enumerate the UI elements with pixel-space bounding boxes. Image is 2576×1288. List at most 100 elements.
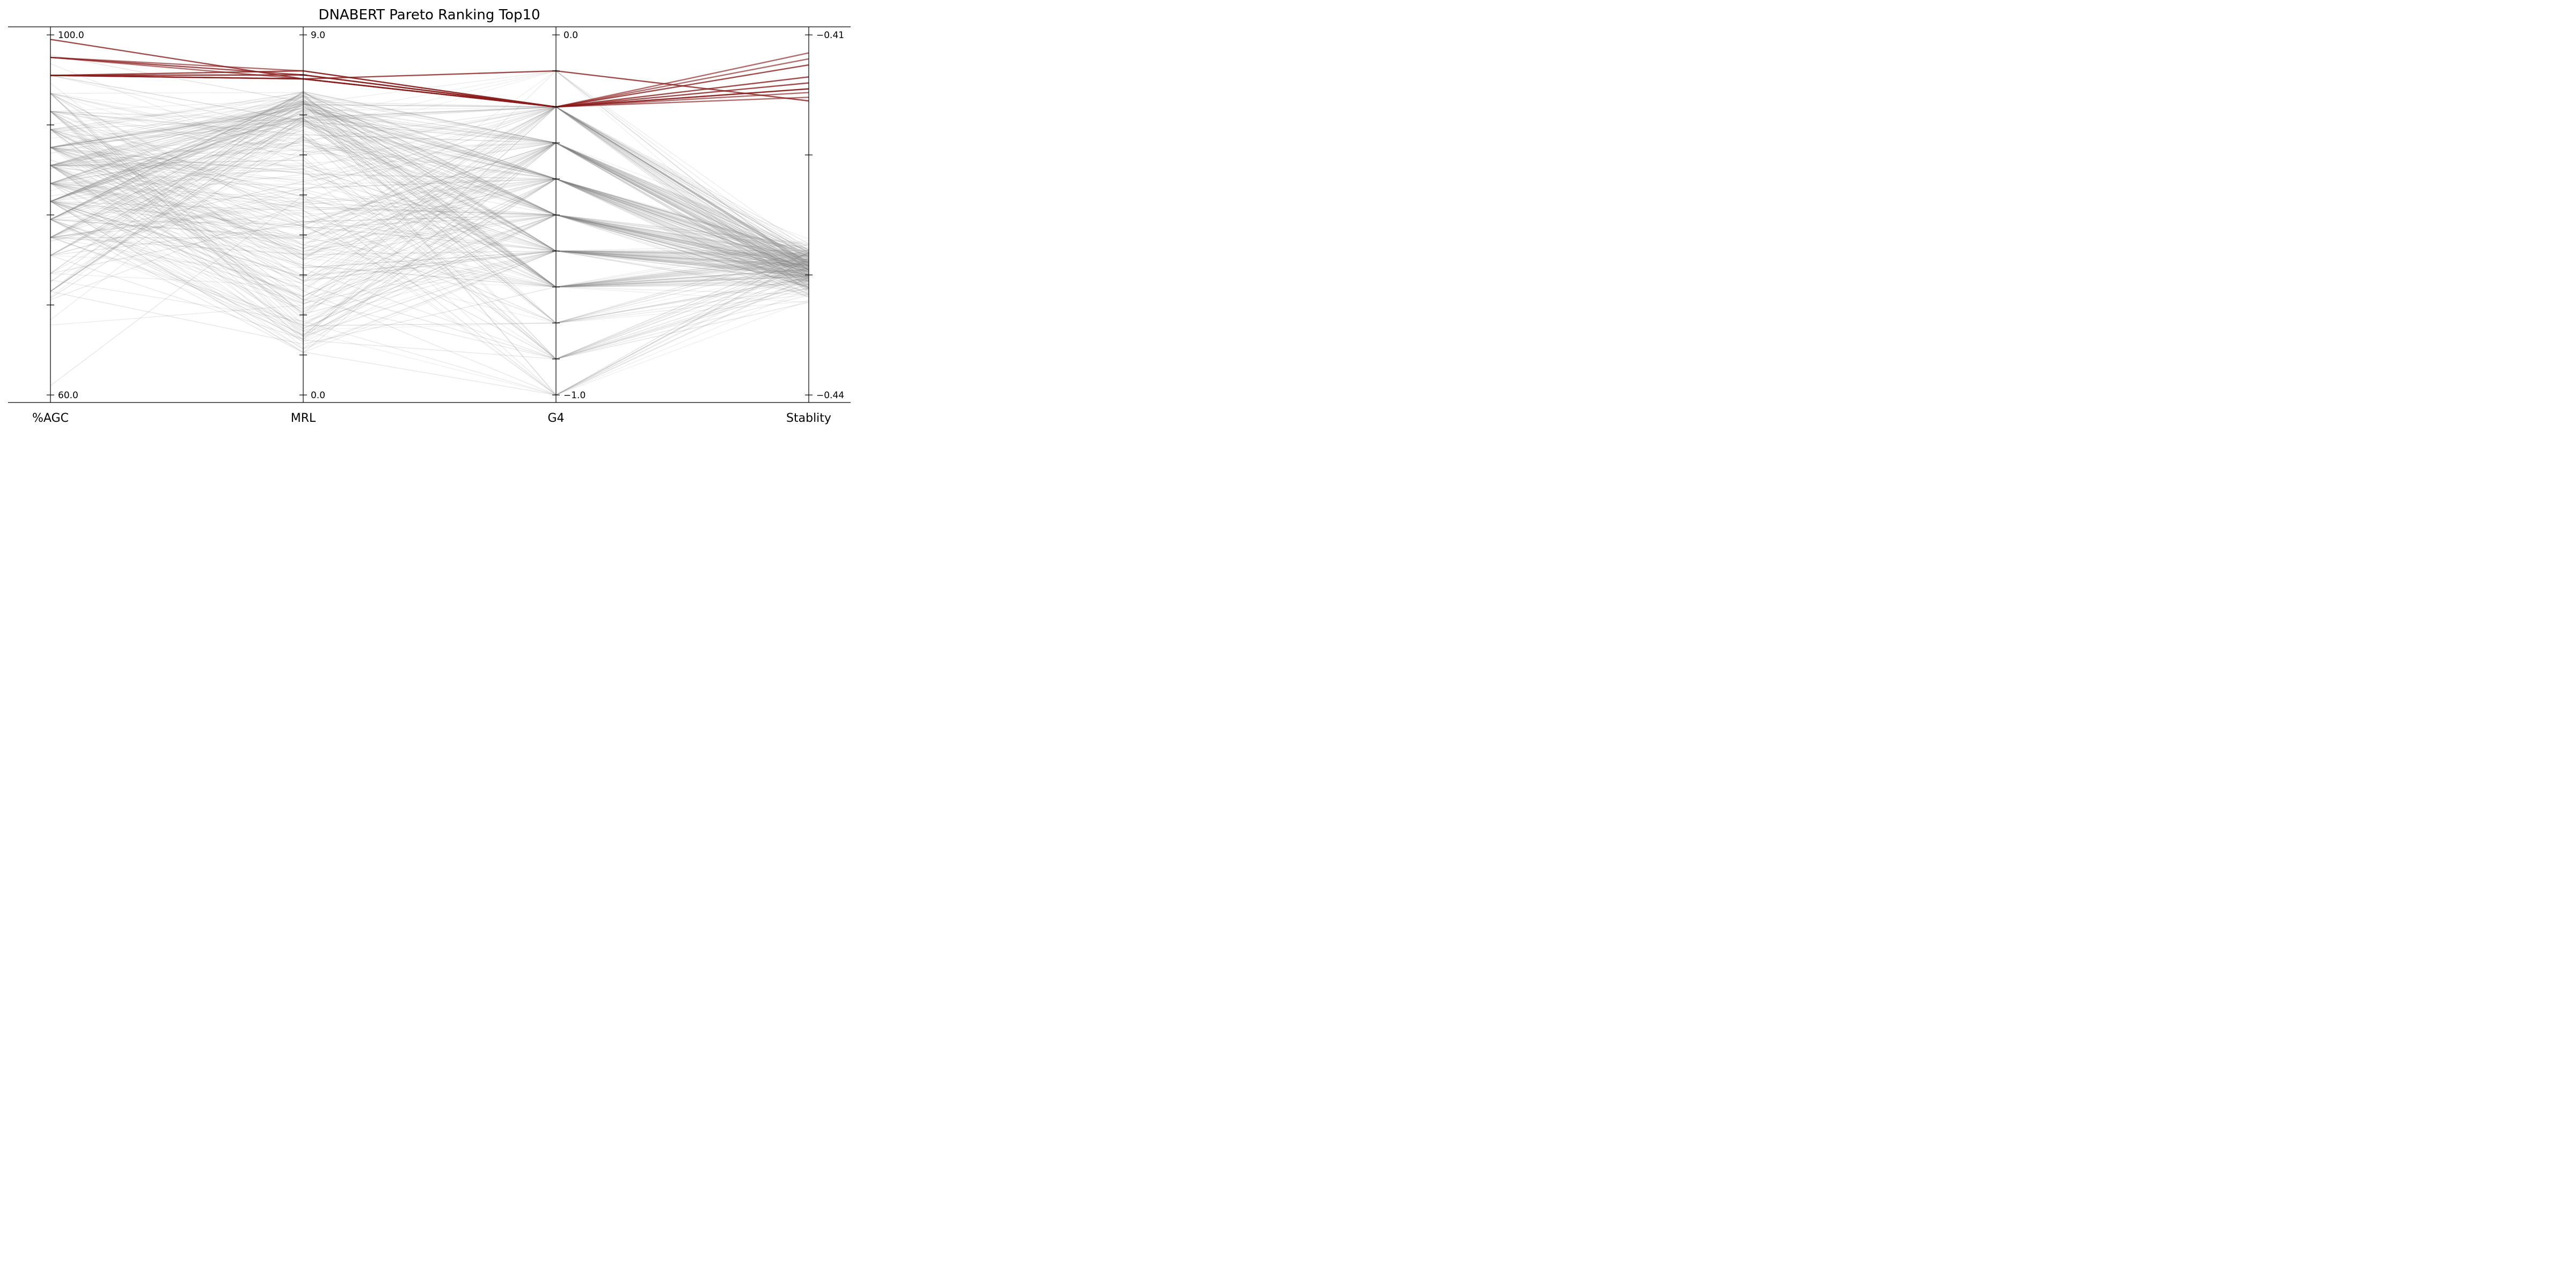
candidate-line <box>50 195 809 386</box>
candidate-line <box>50 101 809 396</box>
candidate-line <box>50 142 809 286</box>
candidate-line <box>50 91 809 279</box>
candidate-line <box>50 178 809 266</box>
candidate-line <box>50 93 809 274</box>
candidate-line <box>50 136 809 288</box>
candidate-line <box>50 159 809 288</box>
candidate-line <box>50 142 809 287</box>
candidate-line <box>50 142 809 290</box>
candidate-line <box>50 63 809 267</box>
candidate-line <box>50 108 809 274</box>
candidate-line <box>50 93 809 289</box>
candidate-line <box>50 142 809 287</box>
candidate-line <box>50 183 809 396</box>
candidate-line <box>50 165 809 288</box>
candidate-line <box>50 93 809 338</box>
candidate-line <box>50 111 809 285</box>
candidate-line <box>50 159 809 360</box>
candidate-line <box>50 183 809 267</box>
candidate-line <box>50 101 809 267</box>
candidate-line <box>50 129 809 258</box>
candidate-line <box>50 105 809 293</box>
candidate-line <box>50 167 809 270</box>
candidate-line <box>50 142 809 281</box>
candidate-line <box>50 111 809 258</box>
candidate-line <box>50 106 809 261</box>
candidate-line <box>50 147 809 255</box>
candidate-line <box>50 237 809 322</box>
candidate-line <box>50 129 809 349</box>
candidate-line <box>50 129 809 288</box>
candidate-line <box>50 106 809 253</box>
candidate-line <box>50 90 809 292</box>
candidate-line <box>50 178 809 310</box>
candidate-line <box>50 105 809 288</box>
candidate-line <box>50 237 809 288</box>
candidate-line <box>50 94 809 272</box>
candidate-line <box>50 108 809 288</box>
candidate-line <box>50 122 809 288</box>
candidate-line <box>50 183 809 255</box>
candidate-line <box>50 219 809 332</box>
candidate-line <box>50 97 809 268</box>
candidate-line <box>50 100 809 262</box>
candidate-line <box>50 178 809 297</box>
candidate-line <box>50 188 809 273</box>
candidate-line <box>50 106 809 284</box>
candidate-line <box>50 70 809 271</box>
candidate-line <box>50 111 809 275</box>
lines-layer <box>50 39 809 396</box>
candidate-line <box>50 106 809 278</box>
candidate-line <box>50 159 809 278</box>
candidate-line <box>50 142 809 290</box>
candidate-line <box>50 106 809 289</box>
candidate-line <box>50 122 809 292</box>
candidate-line <box>50 111 809 329</box>
candidate-line <box>50 106 809 270</box>
candidate-line <box>50 111 809 314</box>
candidate-line <box>50 129 809 272</box>
candidate-line <box>50 123 809 288</box>
candidate-line <box>50 93 809 266</box>
candidate-line <box>50 142 809 326</box>
candidate-line <box>50 98 809 360</box>
candidate-line <box>50 106 809 283</box>
candidate-line <box>50 221 809 274</box>
candidate-line <box>50 165 809 396</box>
candidate-line <box>50 201 809 336</box>
candidate-line <box>50 96 809 273</box>
candidate-line <box>50 129 809 288</box>
candidate-line <box>50 104 809 264</box>
candidate-line <box>50 106 809 267</box>
candidate-line <box>50 165 809 331</box>
candidate-line <box>50 201 809 324</box>
candidate-line <box>50 118 809 282</box>
candidate-line <box>50 142 809 349</box>
candidate-line <box>50 147 809 277</box>
candidate-line <box>50 95 809 324</box>
candidate-line <box>50 142 809 301</box>
candidate-line <box>50 70 809 251</box>
candidate-line <box>50 113 809 272</box>
candidate-line <box>50 123 809 288</box>
candidate-line <box>50 165 809 288</box>
axis-max-label: 9.0 <box>311 30 325 41</box>
candidate-line <box>50 183 809 265</box>
candidate-line <box>50 118 809 288</box>
candidate-line <box>50 111 809 265</box>
candidate-line <box>50 106 809 280</box>
candidate-line <box>50 103 809 280</box>
candidate-line <box>50 165 809 360</box>
candidate-line <box>50 106 809 279</box>
candidate-line <box>50 147 809 324</box>
candidate-line <box>50 103 809 288</box>
candidate-line <box>50 93 809 260</box>
candidate-line <box>50 106 809 266</box>
candidate-line <box>50 94 809 288</box>
candidate-line <box>50 199 809 360</box>
candidate-line <box>50 165 809 252</box>
candidate-line <box>50 103 809 360</box>
candidate-line <box>50 142 809 335</box>
candidate-line <box>50 70 809 272</box>
candidate-line <box>50 165 809 360</box>
